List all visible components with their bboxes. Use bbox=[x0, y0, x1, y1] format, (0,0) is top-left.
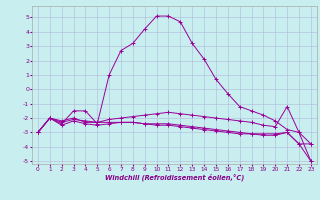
X-axis label: Windchill (Refroidissement éolien,°C): Windchill (Refroidissement éolien,°C) bbox=[105, 173, 244, 181]
